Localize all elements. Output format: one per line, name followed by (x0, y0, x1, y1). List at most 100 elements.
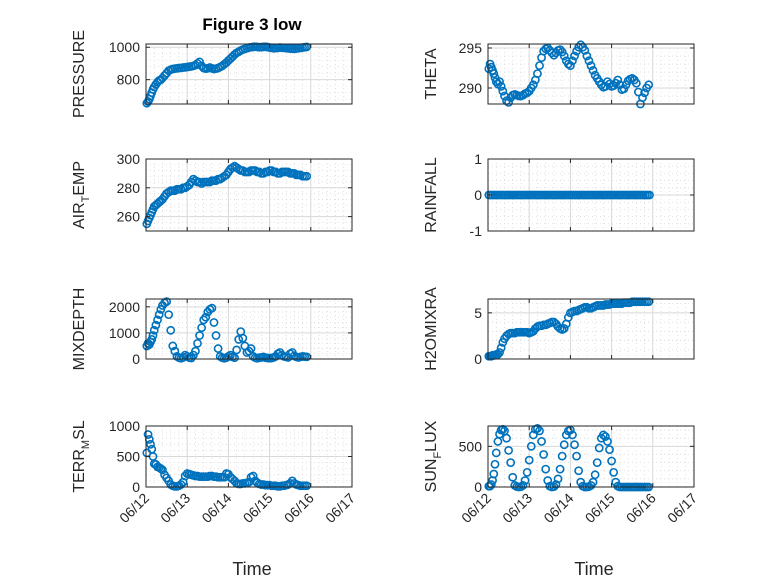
data-point (176, 480, 186, 489)
data-point (164, 310, 174, 320)
data-point (154, 310, 164, 320)
data-point (170, 346, 180, 356)
data-series (484, 190, 654, 200)
y-tick-label: 295 (459, 40, 483, 56)
data-point (535, 426, 544, 436)
data-point (495, 77, 504, 86)
x-tick-label: 06/16 (281, 490, 317, 526)
data-point (572, 451, 581, 461)
plot-area (488, 426, 694, 487)
data-point (502, 433, 511, 443)
data-point (302, 481, 312, 491)
data-point (528, 80, 538, 90)
data-point (197, 323, 207, 333)
y-tick-label: 0 (132, 479, 140, 495)
data-point (594, 443, 604, 453)
data-point (230, 353, 239, 363)
data-point (520, 476, 530, 485)
y-tick-label: 0 (132, 351, 140, 367)
data-point (555, 45, 565, 54)
data-point (541, 464, 551, 474)
subplot-8: 06/12 06/13 06/14 06/15 06/16 06/17 0 500 SUNFLU… (423, 420, 700, 526)
subplot-6: 0 5 H2OMIXRA (423, 287, 695, 371)
y-tick-label: 260 (117, 209, 141, 225)
data-point (555, 464, 565, 474)
data-point (506, 458, 516, 467)
data-point (504, 98, 513, 107)
data-point (158, 465, 167, 475)
data-point (302, 171, 312, 181)
data-point (590, 470, 600, 480)
data-point (631, 78, 641, 88)
data-point (518, 480, 528, 490)
data-point (543, 476, 553, 485)
y-tick-label: 0 (474, 479, 482, 495)
data-point (582, 51, 592, 61)
data-point (528, 430, 538, 440)
data-point (232, 345, 242, 355)
data-point (588, 66, 598, 75)
data-point (559, 324, 569, 333)
y-axis-label: TERRMSL (71, 420, 92, 492)
data-point (211, 331, 221, 340)
data-point (491, 448, 501, 458)
data-point (563, 313, 573, 322)
data-point (607, 456, 616, 466)
data-point (566, 61, 575, 70)
y-axis-label: AIRTEMP (71, 161, 92, 229)
y-axis-label: SUNFLUX (423, 420, 444, 492)
data-point (526, 441, 536, 451)
data-point (496, 343, 506, 353)
data-series (142, 430, 312, 491)
data-point (580, 46, 590, 55)
data-point (207, 303, 217, 313)
data-point (246, 344, 256, 353)
data-point (522, 467, 532, 477)
y-tick-label: 500 (117, 449, 141, 465)
y-axis-label: MIXDEPTH (71, 288, 88, 371)
data-point (570, 51, 579, 61)
data-point (609, 467, 619, 477)
figure-title: Figure 3 low (202, 15, 302, 34)
y-tick-label: 290 (459, 80, 483, 96)
data-point (180, 471, 190, 481)
y-tick-label: 800 (117, 72, 141, 88)
x-tick-label: 06/17 (322, 490, 358, 526)
subplot-7: 06/12 06/13 06/14 06/15 06/16 06/17 0 500 1000 TE… (71, 418, 358, 526)
y-tick-label: -1 (470, 223, 483, 239)
subplot-3: 260 280 300 AIRTEMP (71, 151, 353, 232)
data-point (244, 477, 254, 487)
data-point (584, 56, 594, 66)
data-point (537, 437, 546, 446)
x-tick-label: 06/16 (623, 490, 659, 526)
data-point (553, 474, 563, 484)
data-point (201, 312, 211, 322)
data-point (148, 331, 158, 340)
x-axis-label-right: Time (574, 559, 613, 579)
data-point (539, 450, 549, 459)
data-point (576, 40, 586, 50)
data-point (586, 61, 596, 70)
subplot-2: 290 295 THETA (423, 40, 695, 109)
y-tick-label: 1000 (109, 39, 140, 55)
data-point (496, 82, 506, 91)
data-point (153, 315, 162, 325)
axes-box (487, 298, 695, 360)
data-point (489, 469, 499, 479)
data-point (156, 464, 166, 474)
data-point (557, 451, 567, 461)
y-tick-label: 5 (474, 305, 482, 321)
y-tick-label: 280 (117, 180, 141, 196)
subplot-4: -1 0 1 RAINFALL (423, 151, 695, 239)
data-point (533, 69, 542, 78)
y-tick-label: 1000 (109, 418, 140, 434)
data-point (592, 458, 602, 467)
y-axis-label: H2OMIXRA (423, 287, 440, 371)
data-point (645, 190, 654, 200)
y-axis-label: RAINFALL (423, 157, 440, 233)
data-point (209, 318, 219, 327)
data-point (568, 430, 577, 440)
data-point (151, 320, 161, 330)
y-tick-label: 0 (474, 351, 482, 367)
